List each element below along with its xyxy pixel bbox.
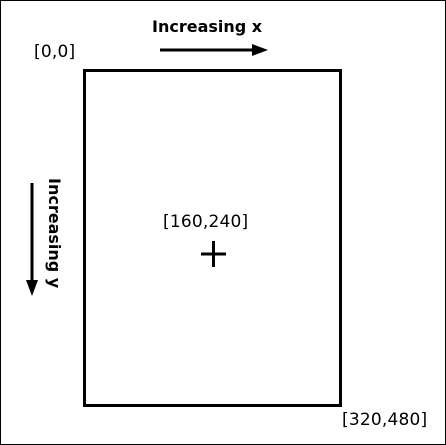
arrow-down-icon <box>26 183 38 296</box>
center-coordinate-label: [160,240] <box>163 212 249 232</box>
max-coordinate-label: [320,480] <box>342 410 428 430</box>
screen-rectangle <box>83 69 342 407</box>
plus-icon <box>201 241 226 267</box>
increasing-x-label: Increasing x <box>152 17 263 36</box>
origin-coordinate-label: [0,0] <box>34 42 76 62</box>
arrow-right-icon <box>160 44 268 56</box>
